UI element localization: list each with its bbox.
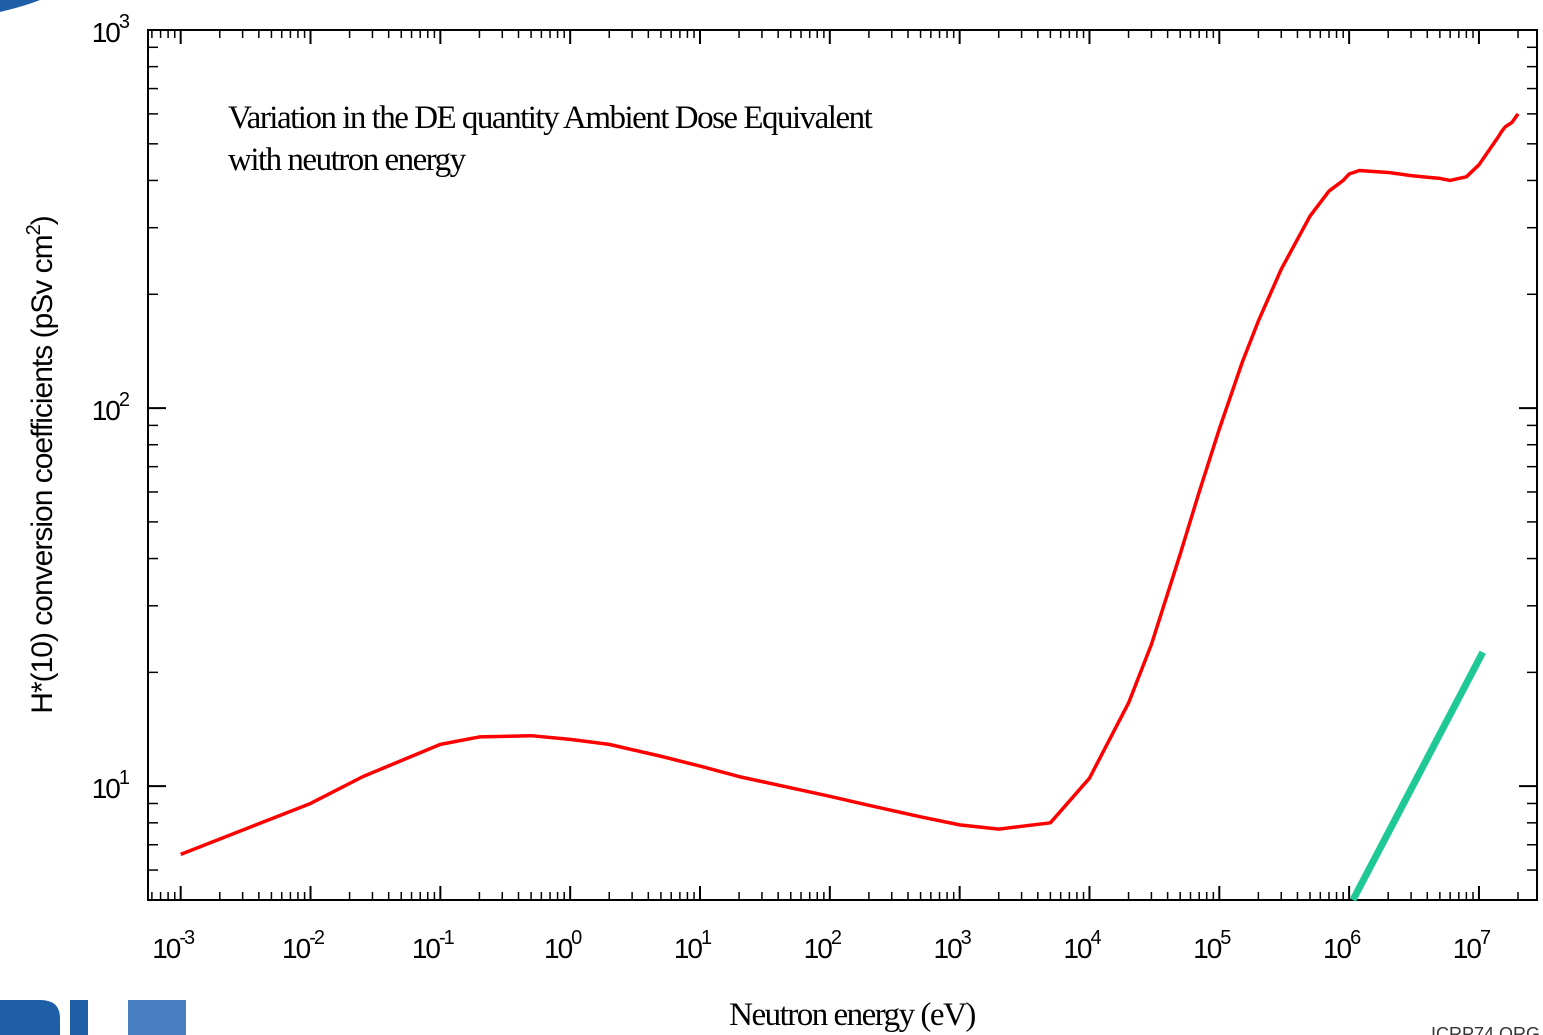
x-tick-exponent: 2: [831, 927, 842, 949]
x-tick-base: 10: [1063, 933, 1092, 964]
x-tick-exponent: 3: [961, 927, 972, 949]
y-axis-label-sup: 2: [23, 224, 45, 235]
x-tick-base: 10: [282, 933, 311, 964]
x-tick-exponent: -3: [179, 927, 195, 949]
footer: ICRP74.ORG: [1431, 1024, 1540, 1035]
y-axis-label-text: H*(10) conversion coefficients (pSv cm: [26, 235, 59, 713]
x-tick-label: 10-2: [282, 927, 325, 964]
x-tick-exponent: 1: [701, 927, 712, 949]
data-line: [180, 112, 1520, 857]
logo: [0, 1000, 88, 1035]
y-tick-base: 10: [92, 395, 121, 426]
x-tick-base: 10: [1193, 933, 1222, 964]
y-tick-exponent: 1: [119, 767, 130, 789]
logo-swoosh: [0, 0, 40, 12]
x-tick-label: 102: [804, 927, 842, 964]
x-tick-label: 10-1: [412, 927, 455, 964]
annotation: with neutron energy: [228, 142, 467, 178]
y-tick-base: 10: [92, 17, 121, 48]
x-tick-base: 10: [804, 933, 833, 964]
x-tick-base: 10: [412, 933, 441, 964]
y-tick-label: 102: [92, 389, 130, 426]
plot-frame: [147, 29, 1538, 901]
x-tick-exponent: 7: [1480, 927, 1491, 949]
x-tick-label: 100: [544, 927, 582, 964]
x-tick-exponent: -2: [309, 927, 325, 949]
y-axis-label: H*(10) conversion coefficients (pSv cm2): [23, 216, 59, 713]
y-axis-label-text: ): [26, 216, 59, 225]
x-tick-label: 107: [1453, 927, 1491, 964]
x-tick-label: 105: [1193, 927, 1231, 964]
y-tick-exponent: 2: [119, 389, 130, 411]
x-tick-label: 106: [1323, 927, 1361, 964]
x-tick-exponent: -1: [439, 927, 455, 949]
x-axis-label: Neutron energy (eV): [729, 997, 975, 1033]
x-tick-base: 10: [1323, 933, 1352, 964]
x-tick-base: 10: [544, 933, 573, 964]
y-tick-label: 103: [92, 11, 130, 48]
x-tick-label: 104: [1063, 927, 1101, 964]
data-line: [1349, 650, 1486, 902]
x-tick-exponent: 0: [571, 927, 582, 949]
x-tick-exponent: 4: [1090, 927, 1101, 949]
annotation: Variation in the DE quantity Ambient Dos…: [228, 100, 873, 136]
x-tick-label: 10-3: [152, 927, 195, 964]
y-tick-base: 10: [92, 773, 121, 804]
y-tick-label: 101: [92, 767, 130, 804]
y-tick-exponent: 3: [119, 11, 130, 33]
x-tick-base: 10: [152, 933, 181, 964]
x-tick-exponent: 6: [1350, 927, 1361, 949]
x-tick-base: 10: [674, 933, 703, 964]
x-tick-label: 101: [674, 927, 712, 964]
logo-emblem: [128, 1000, 186, 1035]
x-tick-base: 10: [1453, 933, 1482, 964]
x-tick-label: 103: [934, 927, 972, 964]
x-tick-base: 10: [934, 933, 963, 964]
x-tick-exponent: 5: [1220, 927, 1231, 949]
